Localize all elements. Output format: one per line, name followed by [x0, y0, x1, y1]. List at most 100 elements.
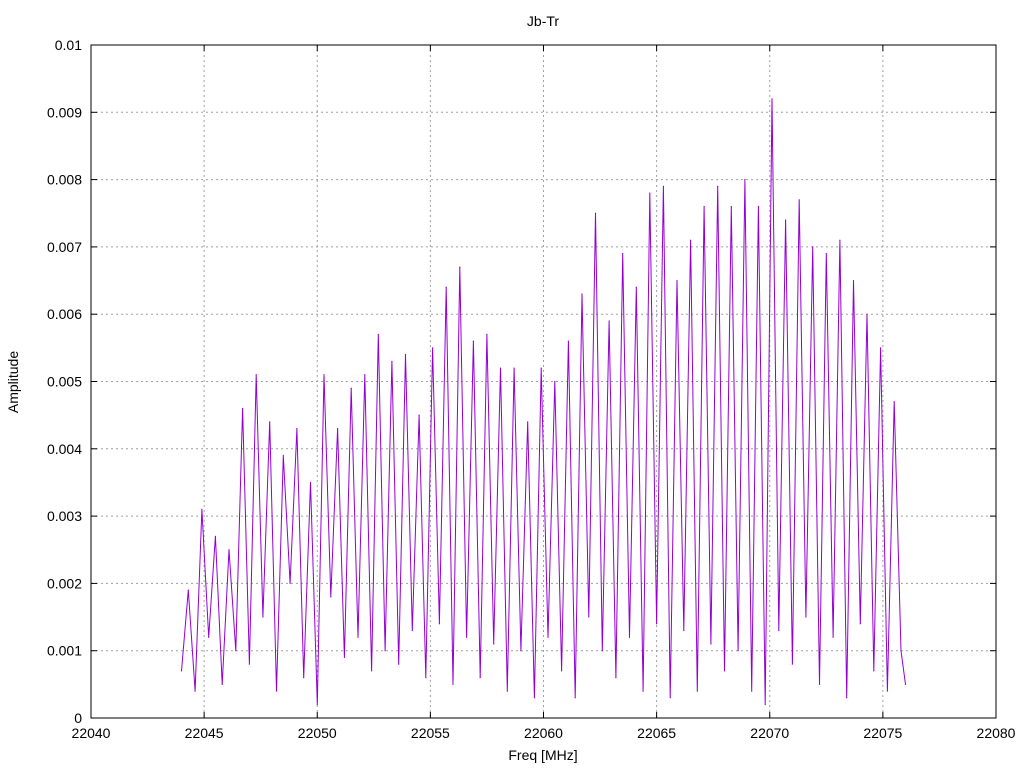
- data-point: [812, 246, 814, 248]
- x-tick-label: 22055: [411, 725, 450, 741]
- data-point: [689, 239, 692, 241]
- data-point: [241, 407, 244, 410]
- data-point: [703, 205, 705, 208]
- x-tick-labels: 22040 22045 22050 22055 22060 22065 22070 22075…: [72, 725, 1016, 741]
- data-point: [438, 623, 441, 625]
- data-point: [608, 320, 610, 322]
- data-point: [601, 650, 603, 652]
- y-tick-label: 0.002: [47, 575, 82, 591]
- data-point: [717, 185, 719, 187]
- data-point: [723, 670, 726, 672]
- data-point: [594, 212, 597, 214]
- data-point: [228, 549, 230, 551]
- y-tick-label: 0.005: [47, 374, 82, 390]
- data-point: [798, 199, 800, 201]
- data-point: [696, 690, 698, 692]
- data-point: [737, 650, 739, 652]
- data-point: [554, 380, 556, 383]
- data-point: [357, 636, 359, 638]
- data-point: [520, 650, 522, 652]
- data-point: [384, 650, 386, 652]
- data-point: [465, 636, 468, 638]
- data-point: [201, 508, 203, 510]
- data-point: [432, 347, 434, 349]
- data-point: [771, 98, 773, 100]
- data-point: [778, 629, 780, 632]
- y-tick-label: 0.01: [55, 37, 82, 53]
- data-point: [805, 616, 807, 618]
- data-point: [445, 286, 447, 288]
- data-point: [350, 387, 352, 389]
- data-point: [343, 656, 345, 659]
- y-tick-label: 0.007: [47, 239, 82, 255]
- data-point: [391, 360, 393, 362]
- data-point: [832, 636, 834, 638]
- data-point: [248, 663, 250, 665]
- data-point: [296, 428, 298, 430]
- y-tick-labels: 0 0.001 0.002 0.003 0.004 0.005 0.006 0.007 0.00…: [47, 37, 82, 726]
- data-point: [676, 279, 678, 282]
- data-point: [818, 683, 821, 685]
- data-point: [398, 663, 400, 665]
- data-point: [330, 596, 332, 598]
- data-point: [581, 293, 583, 295]
- data-point: [893, 401, 895, 403]
- data-point: [255, 374, 257, 376]
- data-point: [235, 650, 237, 652]
- x-tick-label: 22065: [637, 725, 676, 741]
- data-point: [574, 697, 576, 699]
- data-point: [513, 367, 515, 369]
- data-point: [411, 629, 413, 632]
- y-tick-label: 0.001: [47, 643, 82, 659]
- data-point: [540, 367, 542, 369]
- data-point: [900, 650, 902, 652]
- data-point: [425, 677, 427, 679]
- data-point: [472, 340, 474, 342]
- data-point: [275, 690, 278, 692]
- data-point: [649, 192, 651, 194]
- data-point: [214, 535, 217, 537]
- y-tick-label: 0.004: [47, 441, 82, 457]
- data-point: [533, 697, 536, 699]
- y-axis-label: Amplitude: [5, 351, 21, 413]
- data-point: [370, 670, 373, 672]
- y-tick-label: 0: [74, 710, 82, 726]
- x-tick-label: 22050: [298, 725, 337, 741]
- data-point: [588, 616, 590, 618]
- data-point: [622, 253, 624, 255]
- data-point: [784, 219, 787, 221]
- data-point: [309, 481, 312, 484]
- data-point: [662, 185, 665, 187]
- x-tick-label: 22045: [185, 725, 224, 741]
- data-point: [791, 663, 793, 665]
- data-point: [846, 697, 848, 699]
- x-tick-label: 22080: [977, 725, 1016, 741]
- data-point: [506, 690, 508, 692]
- data-point: [479, 677, 481, 679]
- data-point: [404, 353, 407, 356]
- data-point: [825, 253, 827, 255]
- data-point: [886, 690, 889, 692]
- data-point: [730, 205, 732, 208]
- data-point: [547, 636, 549, 638]
- data-point: [757, 205, 760, 208]
- data-point: [567, 340, 569, 342]
- data-point: [880, 347, 882, 349]
- data-point: [839, 239, 841, 241]
- data-point: [628, 636, 631, 638]
- data-point: [459, 266, 461, 268]
- data-point: [221, 683, 223, 685]
- data-point: [852, 279, 855, 282]
- data-point: [683, 629, 685, 632]
- data-point: [187, 589, 189, 591]
- y-tick-label: 0.008: [47, 172, 82, 188]
- data-point: [866, 313, 868, 315]
- data-point: [744, 179, 746, 181]
- data-point: [289, 582, 291, 585]
- data-point: [710, 643, 712, 645]
- data-point: [642, 690, 644, 692]
- data-point: [303, 677, 305, 679]
- data-point: [764, 703, 766, 706]
- data-point: [323, 374, 325, 376]
